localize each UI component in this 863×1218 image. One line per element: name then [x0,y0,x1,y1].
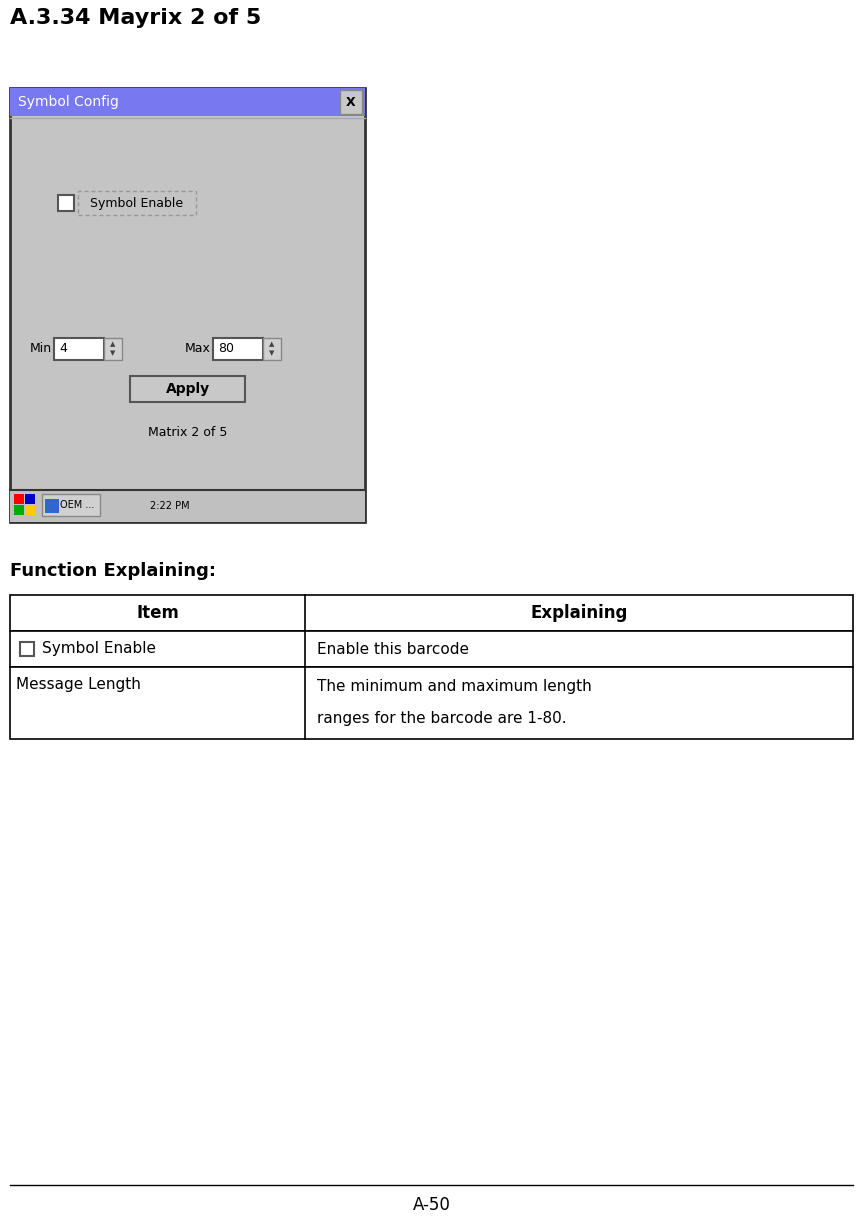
Text: ▼: ▼ [110,351,116,357]
Text: X: X [346,95,356,108]
Bar [263,339,281,361]
Text: Max: Max [185,342,211,356]
Text: Enable this barcode: Enable this barcode [317,642,469,657]
Bar [54,339,104,361]
Text: 4: 4 [59,342,66,356]
Bar [213,339,263,361]
Text: Symbol Enable: Symbol Enable [42,642,156,657]
Text: Symbol Enable: Symbol Enable [91,196,184,209]
Text: 2:22 PM: 2:22 PM [150,501,190,512]
Text: A-50: A-50 [413,1196,450,1214]
Bar [10,596,853,631]
Text: 80: 80 [218,342,234,356]
Bar [14,505,24,515]
Text: Symbol Config: Symbol Config [18,95,119,108]
Text: Item: Item [136,604,179,622]
Bar [340,90,362,114]
Bar [42,495,100,516]
Text: ▼: ▼ [269,351,274,357]
Text: Explaining: Explaining [530,604,627,622]
Text: ▲: ▲ [269,341,274,347]
Bar [130,376,245,402]
Bar [12,90,363,520]
Bar [78,191,196,216]
Text: OEM ...: OEM ... [60,501,94,510]
Bar [10,631,853,667]
Bar [10,88,365,523]
Text: ranges for the barcode are 1-80.: ranges for the barcode are 1-80. [317,711,567,726]
Text: Message Length: Message Length [16,677,141,693]
Bar [45,499,59,513]
Text: The minimum and maximum length: The minimum and maximum length [317,680,592,694]
Text: Function Explaining:: Function Explaining: [10,561,216,580]
Bar [14,495,24,504]
Text: Min: Min [30,342,52,356]
Bar [58,195,74,211]
Text: ▲: ▲ [110,341,116,347]
Text: Matrix 2 of 5: Matrix 2 of 5 [148,425,227,438]
Bar [25,505,35,515]
Bar [104,339,122,361]
Bar [10,667,853,739]
Bar [20,642,34,657]
Text: A.3.34 Mayrix 2 of 5: A.3.34 Mayrix 2 of 5 [10,9,261,28]
Text: Apply: Apply [166,382,210,396]
Bar [10,490,365,523]
Bar [10,88,365,116]
Bar [25,495,35,504]
